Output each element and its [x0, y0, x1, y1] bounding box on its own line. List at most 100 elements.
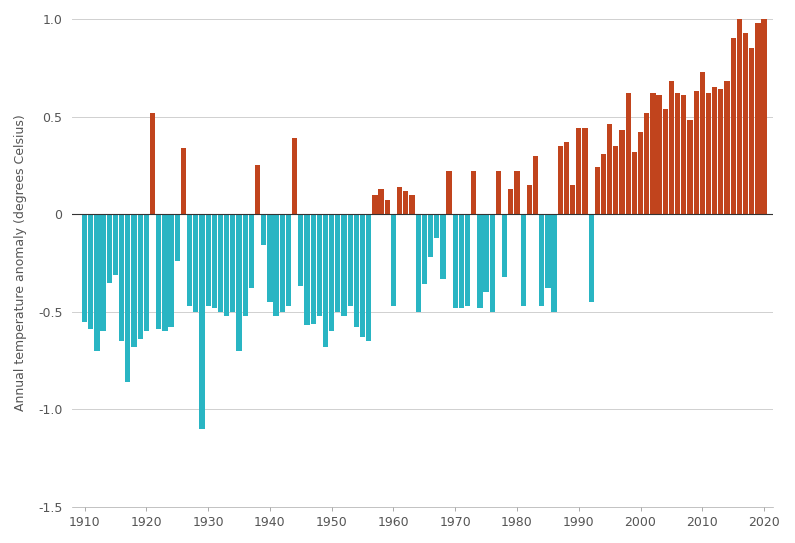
Bar: [292, 138, 297, 214]
Bar: [527, 185, 532, 214]
Bar: [663, 109, 668, 214]
Bar: [570, 185, 576, 214]
Bar: [169, 214, 173, 327]
Bar: [366, 214, 371, 341]
Bar: [421, 214, 427, 285]
Bar: [378, 189, 384, 214]
Bar: [539, 214, 545, 306]
Bar: [107, 214, 112, 282]
Bar: [619, 130, 625, 214]
Bar: [409, 194, 415, 214]
Bar: [304, 214, 309, 325]
Bar: [236, 214, 242, 351]
Bar: [657, 95, 661, 214]
Bar: [552, 214, 556, 312]
Bar: [638, 132, 643, 214]
Bar: [483, 214, 489, 292]
Y-axis label: Annual temperature anomaly (degrees Celsius): Annual temperature anomaly (degrees Cels…: [14, 115, 27, 412]
Bar: [731, 39, 736, 214]
Bar: [601, 154, 606, 214]
Bar: [131, 214, 137, 347]
Bar: [632, 151, 637, 214]
Bar: [113, 214, 118, 275]
Bar: [175, 214, 180, 261]
Bar: [82, 214, 87, 321]
Bar: [273, 214, 279, 315]
Bar: [582, 128, 588, 214]
Bar: [261, 214, 266, 245]
Bar: [88, 214, 93, 330]
Bar: [354, 214, 359, 327]
Bar: [298, 214, 304, 286]
Bar: [688, 121, 692, 214]
Bar: [490, 214, 495, 312]
Bar: [440, 214, 445, 279]
Bar: [743, 33, 748, 214]
Bar: [724, 81, 730, 214]
Bar: [626, 93, 630, 214]
Bar: [335, 214, 340, 312]
Bar: [496, 171, 501, 214]
Bar: [675, 93, 681, 214]
Bar: [669, 81, 674, 214]
Bar: [316, 214, 322, 315]
Bar: [242, 214, 248, 315]
Bar: [508, 189, 514, 214]
Bar: [249, 214, 254, 288]
Bar: [187, 214, 192, 306]
Bar: [428, 214, 433, 257]
Bar: [347, 214, 353, 306]
Bar: [693, 91, 699, 214]
Bar: [681, 95, 686, 214]
Bar: [564, 142, 569, 214]
Bar: [545, 214, 550, 288]
Bar: [737, 17, 742, 214]
Bar: [607, 124, 612, 214]
Bar: [471, 171, 476, 214]
Bar: [286, 214, 291, 306]
Bar: [557, 146, 563, 214]
Bar: [700, 72, 705, 214]
Bar: [119, 214, 124, 341]
Bar: [100, 214, 106, 331]
Bar: [218, 214, 223, 312]
Bar: [125, 214, 130, 382]
Bar: [372, 194, 378, 214]
Bar: [193, 214, 199, 312]
Bar: [162, 214, 168, 331]
Bar: [200, 214, 204, 429]
Bar: [706, 93, 712, 214]
Bar: [718, 89, 723, 214]
Bar: [267, 214, 273, 302]
Bar: [385, 200, 390, 214]
Bar: [224, 214, 229, 315]
Bar: [613, 146, 619, 214]
Bar: [459, 214, 464, 308]
Bar: [95, 214, 99, 351]
Bar: [144, 214, 149, 331]
Bar: [205, 214, 211, 306]
Bar: [180, 148, 186, 214]
Bar: [712, 87, 717, 214]
Bar: [576, 128, 581, 214]
Bar: [465, 214, 470, 306]
Bar: [391, 214, 396, 306]
Bar: [156, 214, 161, 330]
Bar: [280, 214, 285, 312]
Bar: [150, 112, 155, 214]
Bar: [502, 214, 507, 276]
Bar: [434, 214, 440, 238]
Bar: [477, 214, 483, 308]
Bar: [762, 15, 766, 214]
Bar: [211, 214, 217, 308]
Bar: [231, 214, 235, 312]
Bar: [447, 171, 452, 214]
Bar: [311, 214, 316, 324]
Bar: [749, 48, 754, 214]
Bar: [650, 93, 656, 214]
Bar: [323, 214, 328, 347]
Bar: [403, 191, 409, 214]
Bar: [360, 214, 365, 337]
Bar: [595, 167, 600, 214]
Bar: [397, 187, 402, 214]
